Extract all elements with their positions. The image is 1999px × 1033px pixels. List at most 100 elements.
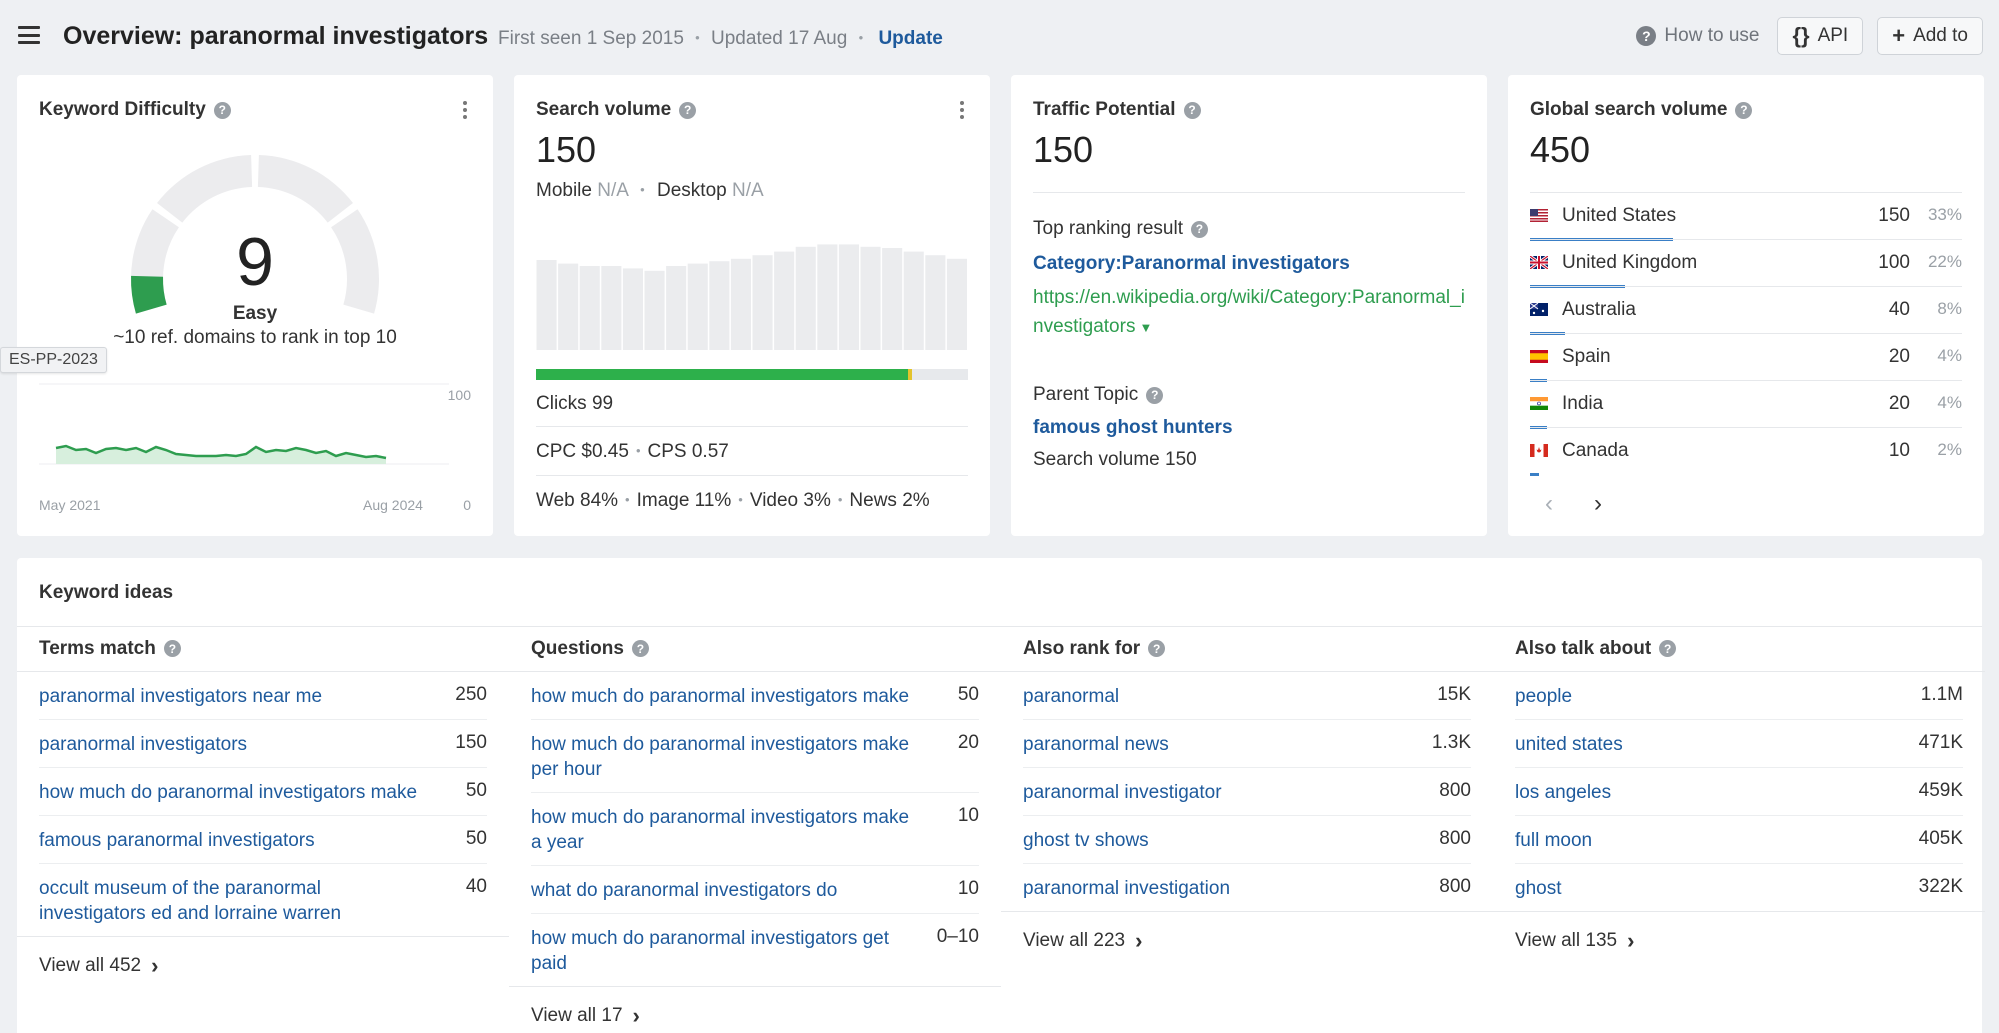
help-icon[interactable]: ? bbox=[679, 101, 697, 119]
keyword-link[interactable]: paranormal investigator bbox=[1023, 782, 1222, 803]
sv-history-bar[interactable] bbox=[536, 260, 557, 350]
ideas-column-title: Also rank for bbox=[1023, 637, 1141, 659]
menu-icon[interactable] bbox=[18, 26, 40, 44]
top-ranking-url[interactable]: https://en.wikipedia.org/wiki/Category:P… bbox=[1033, 283, 1473, 342]
keyword-link[interactable]: full moon bbox=[1515, 830, 1593, 851]
keyword-ideas-title: Keyword ideas bbox=[39, 582, 174, 603]
sv-history-bar[interactable] bbox=[838, 244, 859, 350]
top-ranking-title-link[interactable]: Category:Paranormal investigators bbox=[1033, 253, 1350, 274]
keyword-link[interactable]: paranormal news bbox=[1023, 734, 1169, 755]
add-to-button[interactable]: + Add to bbox=[1877, 17, 1983, 55]
view-all-link[interactable]: View all 17 › bbox=[509, 987, 1001, 1033]
help-icon[interactable]: ? bbox=[1148, 640, 1166, 657]
cpc-value: CPC $0.45 bbox=[536, 441, 629, 462]
keyword-link[interactable]: famous paranormal investigators bbox=[39, 830, 315, 851]
keyword-link[interactable]: ghost bbox=[1515, 878, 1562, 899]
kd-gauge bbox=[131, 155, 379, 314]
keyword-link[interactable]: how much do paranormal investigators mak… bbox=[531, 734, 910, 780]
sv-history-bar[interactable] bbox=[579, 266, 600, 350]
tp-value: 150 bbox=[1033, 129, 1094, 170]
keyword-link[interactable]: occult museum of the paranormal investig… bbox=[39, 878, 342, 924]
api-label: API bbox=[1817, 25, 1849, 46]
keyword-row: occult museum of the paranormal investig… bbox=[39, 864, 487, 936]
help-icon[interactable]: ? bbox=[1183, 101, 1201, 119]
top-ranking-url-text[interactable]: https://en.wikipedia.org/wiki/Category:P… bbox=[1033, 287, 1465, 337]
keyword-link[interactable]: united states bbox=[1515, 734, 1623, 755]
sv-history-bar[interactable] bbox=[644, 270, 665, 350]
global-volume-card: Global search volume ? 450 United States… bbox=[1508, 75, 1984, 536]
country-volume: 150 bbox=[1878, 205, 1910, 226]
keyword-link[interactable]: how much do paranormal investigators mak… bbox=[531, 807, 910, 853]
country-row[interactable]: Spain 20 4% bbox=[1530, 333, 1962, 382]
video-share: Video 3% bbox=[749, 490, 831, 511]
country-row[interactable]: United States 150 33% bbox=[1530, 192, 1962, 241]
country-volume: 40 bbox=[1888, 299, 1910, 320]
next-page-icon[interactable]: › bbox=[1594, 490, 1602, 517]
view-all-label: View all 452 bbox=[39, 955, 142, 976]
keyword-link[interactable]: people bbox=[1515, 686, 1573, 707]
country-row[interactable]: Canada 10 2% bbox=[1530, 427, 1962, 476]
keyword-row: paranormal investigation 800 bbox=[1023, 864, 1471, 911]
sv-history-bar[interactable] bbox=[903, 251, 924, 350]
sv-history-bar[interactable] bbox=[946, 258, 967, 350]
sv-history-bar[interactable] bbox=[730, 258, 751, 350]
sv-history-bar[interactable] bbox=[752, 255, 773, 350]
keyword-link[interactable]: how much do paranormal investigators mak… bbox=[39, 782, 418, 803]
help-icon[interactable]: ? bbox=[1735, 101, 1753, 119]
country-row[interactable]: India 20 4% bbox=[1530, 380, 1962, 429]
sv-history-bar[interactable] bbox=[860, 246, 881, 350]
help-icon[interactable]: ? bbox=[213, 101, 231, 119]
news-share: News 2% bbox=[849, 490, 930, 511]
sv-history-bar[interactable] bbox=[601, 266, 622, 350]
keyword-link[interactable]: what do paranormal investigators do bbox=[531, 880, 838, 901]
keyword-link[interactable]: paranormal investigation bbox=[1023, 878, 1231, 899]
kd-axis-min: 0 bbox=[463, 497, 471, 513]
api-button[interactable]: {} API bbox=[1777, 17, 1864, 55]
how-to-use-link[interactable]: ? How to use bbox=[1636, 25, 1759, 47]
help-icon[interactable]: ? bbox=[1146, 386, 1164, 404]
keyword-link[interactable]: paranormal investigators bbox=[39, 734, 248, 755]
country-row[interactable]: Australia 40 8% bbox=[1530, 286, 1962, 335]
sv-history-bar[interactable] bbox=[709, 261, 730, 350]
country-list: United States 150 33% United Kingdom 100 22% A… bbox=[1530, 192, 1962, 476]
country-volume: 20 bbox=[1888, 393, 1910, 414]
keyword-link[interactable]: ghost tv shows bbox=[1023, 830, 1149, 851]
kd-difficulty-label: Easy bbox=[232, 303, 278, 324]
help-icon[interactable]: ? bbox=[631, 640, 649, 657]
view-all-link[interactable]: View all 452 › bbox=[17, 937, 509, 995]
sv-history-bar[interactable] bbox=[817, 244, 838, 350]
keyword-volume: 50 bbox=[957, 684, 979, 705]
sv-history-bar[interactable] bbox=[882, 248, 903, 350]
sv-history-bar[interactable] bbox=[558, 263, 579, 350]
sv-history-bar[interactable] bbox=[666, 266, 687, 350]
keyword-link[interactable]: how much do paranormal investigators mak… bbox=[531, 686, 910, 707]
keyword-row: people 1.1M bbox=[1515, 672, 1963, 720]
update-link[interactable]: Update bbox=[878, 28, 943, 49]
sv-history-bar[interactable] bbox=[687, 263, 708, 350]
view-all-link[interactable]: View all 135 › bbox=[1493, 912, 1985, 970]
help-icon[interactable]: ? bbox=[1190, 220, 1208, 238]
keyword-row: paranormal investigators near me 250 bbox=[39, 672, 487, 720]
view-all-link[interactable]: View all 223 › bbox=[1001, 912, 1493, 970]
sv-history-bar[interactable] bbox=[774, 251, 795, 350]
more-options-icon[interactable] bbox=[463, 101, 467, 119]
sv-history-bar[interactable] bbox=[622, 268, 643, 350]
keyword-link[interactable]: paranormal bbox=[1023, 686, 1120, 707]
kd-title-label: Keyword Difficulty bbox=[39, 99, 206, 120]
keyword-row: ghost 322K bbox=[1515, 864, 1963, 911]
sv-history-bar[interactable] bbox=[925, 255, 946, 350]
prev-page-icon[interactable]: ‹ bbox=[1545, 490, 1553, 517]
country-row[interactable]: United Kingdom 100 22% bbox=[1530, 239, 1962, 288]
more-options-icon[interactable] bbox=[960, 101, 964, 119]
parent-topic-link[interactable]: famous ghost hunters bbox=[1033, 417, 1233, 438]
keyword-link[interactable]: how much do paranormal investigators get… bbox=[531, 928, 890, 974]
help-icon[interactable]: ? bbox=[1659, 640, 1677, 657]
keyword-link[interactable]: los angeles bbox=[1515, 782, 1612, 803]
top-ranking-label: Top ranking result ? bbox=[1033, 218, 1208, 240]
desktop-value: N/A bbox=[732, 180, 764, 201]
caret-down-icon[interactable]: ▼ bbox=[1139, 320, 1153, 335]
sv-history-bar[interactable] bbox=[795, 246, 816, 350]
keyword-link[interactable]: paranormal investigators near me bbox=[39, 686, 323, 707]
ideas-column-title: Terms match bbox=[39, 637, 156, 659]
help-icon[interactable]: ? bbox=[163, 640, 181, 657]
